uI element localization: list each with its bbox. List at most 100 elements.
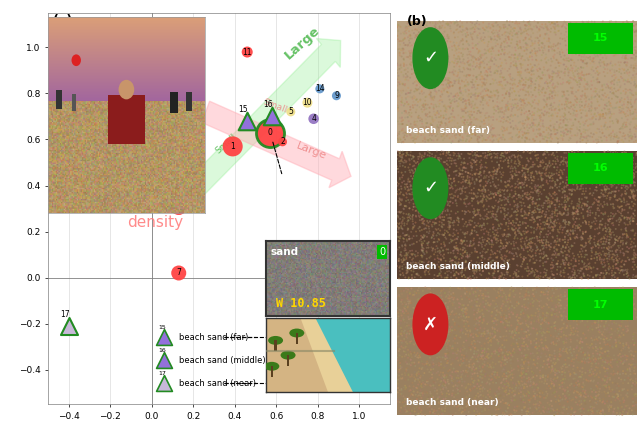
Point	[427, 121, 437, 128]
Point	[598, 47, 608, 54]
Point	[428, 129, 438, 136]
Point	[612, 256, 622, 263]
Point	[512, 64, 522, 71]
Point	[559, 308, 569, 315]
Point	[471, 267, 481, 273]
Point	[615, 66, 625, 73]
Point	[406, 271, 417, 278]
Point	[426, 367, 436, 374]
Point	[463, 32, 474, 39]
Point	[580, 391, 591, 398]
Point	[479, 343, 490, 350]
Point	[443, 331, 453, 338]
Point	[417, 57, 428, 64]
Point	[538, 133, 548, 140]
Point	[566, 403, 576, 410]
Point	[488, 173, 498, 180]
Point	[580, 243, 590, 250]
Point	[468, 185, 479, 192]
Point	[504, 328, 515, 335]
Point	[468, 304, 478, 310]
Point	[563, 252, 573, 258]
Point	[469, 210, 479, 217]
Point	[544, 364, 554, 371]
Point	[622, 390, 632, 397]
Point	[573, 333, 584, 340]
Point	[397, 339, 407, 346]
Point	[585, 223, 595, 230]
Point	[570, 23, 580, 30]
Point	[564, 273, 575, 280]
Point	[531, 343, 541, 350]
Point	[439, 381, 449, 387]
Point	[529, 312, 539, 319]
Point	[552, 41, 563, 48]
Point	[543, 304, 554, 311]
Point	[619, 406, 629, 413]
Point	[595, 292, 605, 298]
Point	[412, 340, 422, 347]
Point	[626, 339, 636, 346]
Point	[611, 75, 621, 82]
Point	[449, 318, 460, 325]
Point	[508, 165, 518, 172]
Point	[513, 221, 523, 228]
Point	[604, 261, 614, 267]
Point	[589, 301, 600, 307]
Point	[456, 170, 466, 177]
Point	[604, 361, 614, 368]
Point	[473, 133, 483, 140]
Point	[573, 359, 584, 366]
Point	[630, 393, 640, 400]
Point	[477, 76, 487, 83]
Point	[488, 364, 499, 371]
Point	[518, 369, 528, 376]
Point	[629, 52, 639, 58]
Point	[400, 129, 410, 136]
Point	[430, 370, 440, 377]
Point	[475, 266, 485, 273]
Point	[461, 353, 472, 360]
Point	[548, 376, 559, 383]
Point	[499, 50, 509, 57]
Point	[422, 255, 432, 262]
Point	[396, 38, 406, 45]
Point	[522, 69, 532, 76]
Point	[509, 226, 520, 233]
Point	[486, 301, 496, 307]
Point	[574, 270, 584, 277]
Point	[522, 211, 532, 218]
Point	[443, 246, 453, 253]
Point	[502, 373, 512, 380]
Point	[482, 172, 492, 179]
Point	[575, 373, 586, 380]
Point	[398, 150, 408, 157]
Point	[454, 170, 465, 177]
Point	[486, 265, 496, 272]
Point	[458, 36, 468, 43]
Point	[616, 110, 626, 117]
Point	[541, 166, 552, 172]
Point	[497, 40, 507, 46]
Point	[535, 263, 545, 270]
Point	[442, 390, 452, 397]
Point	[526, 174, 536, 181]
Point	[504, 178, 515, 185]
Point	[561, 21, 572, 28]
Point	[487, 318, 497, 325]
Point	[582, 132, 593, 139]
Point	[407, 27, 417, 34]
Point	[411, 212, 421, 219]
Point	[420, 151, 430, 158]
Point	[450, 245, 460, 252]
Point	[629, 173, 639, 180]
Point	[449, 95, 460, 102]
Point	[433, 225, 444, 232]
Point	[473, 92, 483, 99]
Point	[550, 131, 560, 138]
Point	[588, 192, 598, 199]
Point	[421, 359, 431, 366]
Point	[406, 350, 416, 357]
Point	[600, 393, 611, 400]
Point	[608, 222, 618, 229]
